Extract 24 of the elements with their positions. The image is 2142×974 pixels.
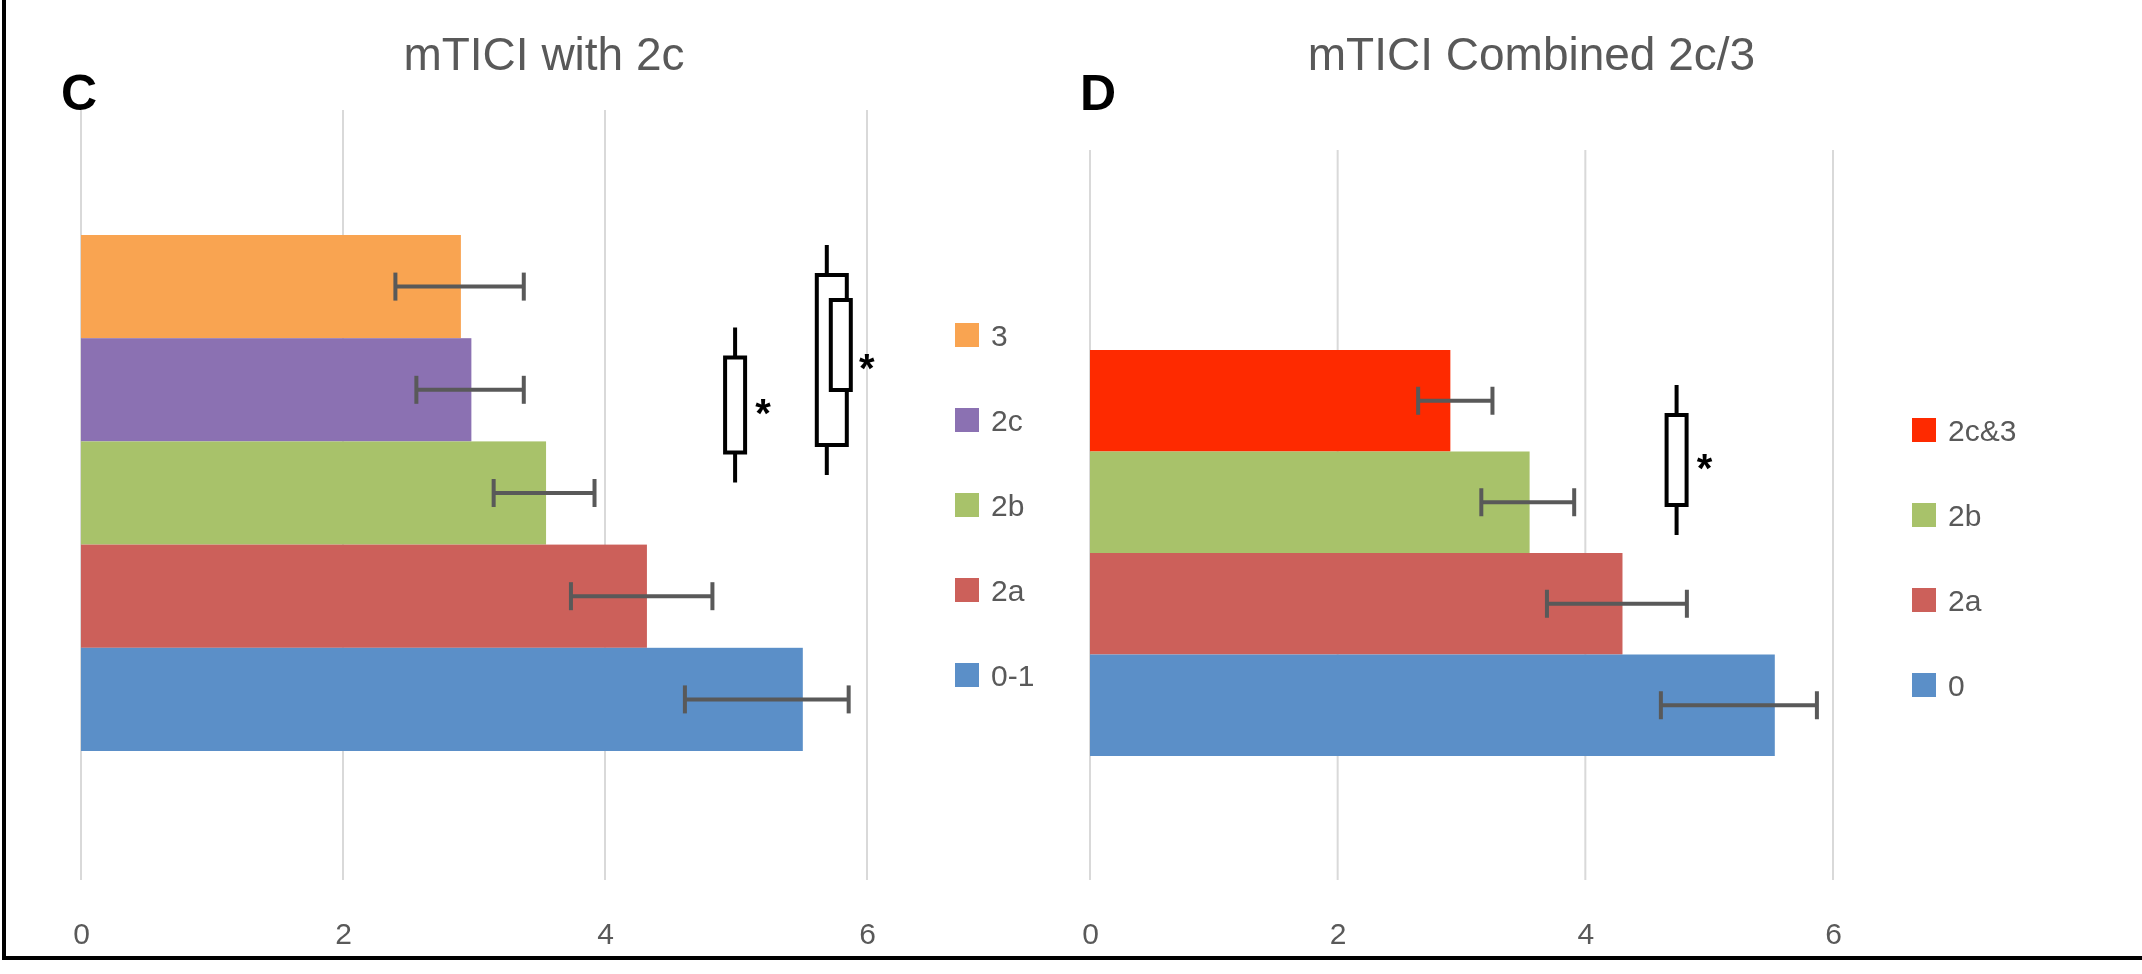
x-tick-label: 4 [1577, 917, 1595, 951]
x-tick-label: 4 [597, 917, 614, 951]
legend-label: 0 [1948, 669, 1965, 702]
legend-label: 2c&3 [1948, 414, 2017, 447]
text: C [61, 65, 98, 121]
legend-label: 2a [991, 574, 1025, 607]
x-tick-label: 6 [859, 917, 876, 951]
x-tick-label: 6 [1825, 917, 1842, 951]
chart-title: mTICI with 2c [403, 28, 685, 80]
annotation: * [1696, 446, 1713, 490]
annotation: * [755, 391, 772, 435]
legend-label: 0-1 [991, 659, 1035, 692]
legend-label: 2b [991, 489, 1025, 522]
legend-label: 3 [991, 319, 1008, 352]
x-tick-label: 0 [1082, 917, 1099, 951]
annotation: * [859, 346, 876, 390]
legend-label: 2a [1948, 584, 1982, 617]
text: D [1080, 65, 1117, 121]
legend-label: 2b [1948, 499, 1982, 532]
x-tick-label: 0 [73, 917, 90, 951]
x-tick-label: 2 [1329, 917, 1347, 951]
x-tick-label: 2 [335, 917, 352, 951]
legend-label: 2c [991, 404, 1023, 437]
chart-title: mTICI Combined 2c/3 [1307, 28, 1756, 80]
